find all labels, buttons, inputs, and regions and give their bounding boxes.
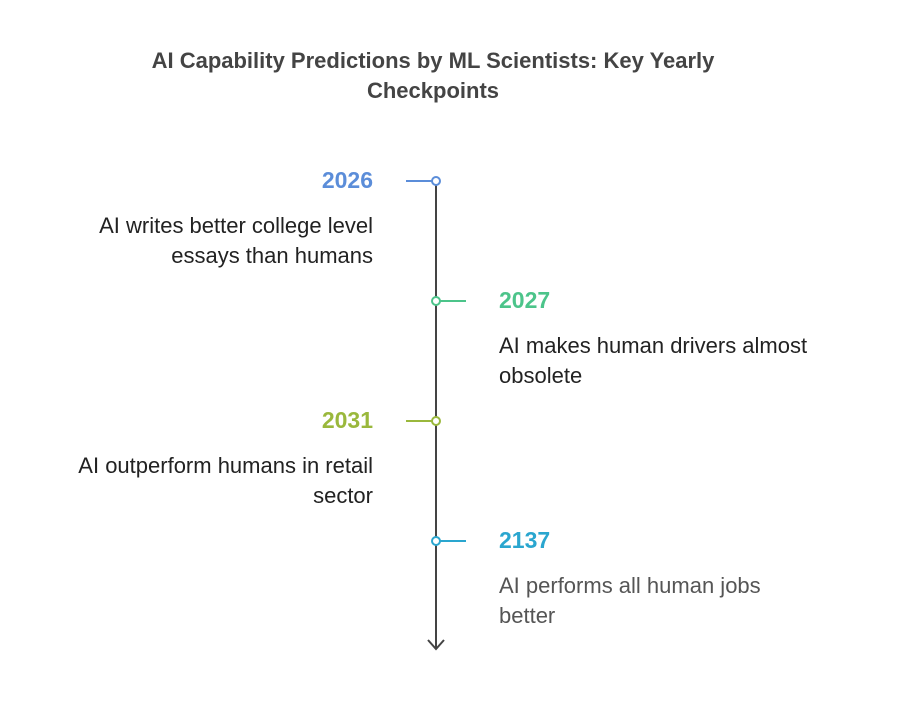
node — [431, 296, 441, 306]
description-line: sector — [313, 483, 373, 508]
year: 2137 — [499, 527, 550, 553]
description-line: essays than humans — [171, 243, 373, 268]
timeline-arrow — [427, 639, 445, 651]
description-line: AI performs all human jobs — [499, 573, 761, 598]
title-line: AI Capability Predictions by ML Scientis… — [152, 48, 716, 73]
description-line: obsolete — [499, 363, 582, 388]
node — [431, 536, 441, 546]
description-line: AI outperform humans in retail — [78, 453, 373, 478]
description-line: better — [499, 603, 555, 628]
title-line: Checkpoints — [367, 78, 499, 103]
description-line: AI writes better college level — [99, 213, 373, 238]
node — [431, 176, 441, 186]
year: 2026 — [322, 167, 373, 193]
node — [431, 416, 441, 426]
year: 2031 — [322, 407, 373, 433]
year: 2027 — [499, 287, 550, 313]
description-line: AI makes human drivers almost — [499, 333, 807, 358]
